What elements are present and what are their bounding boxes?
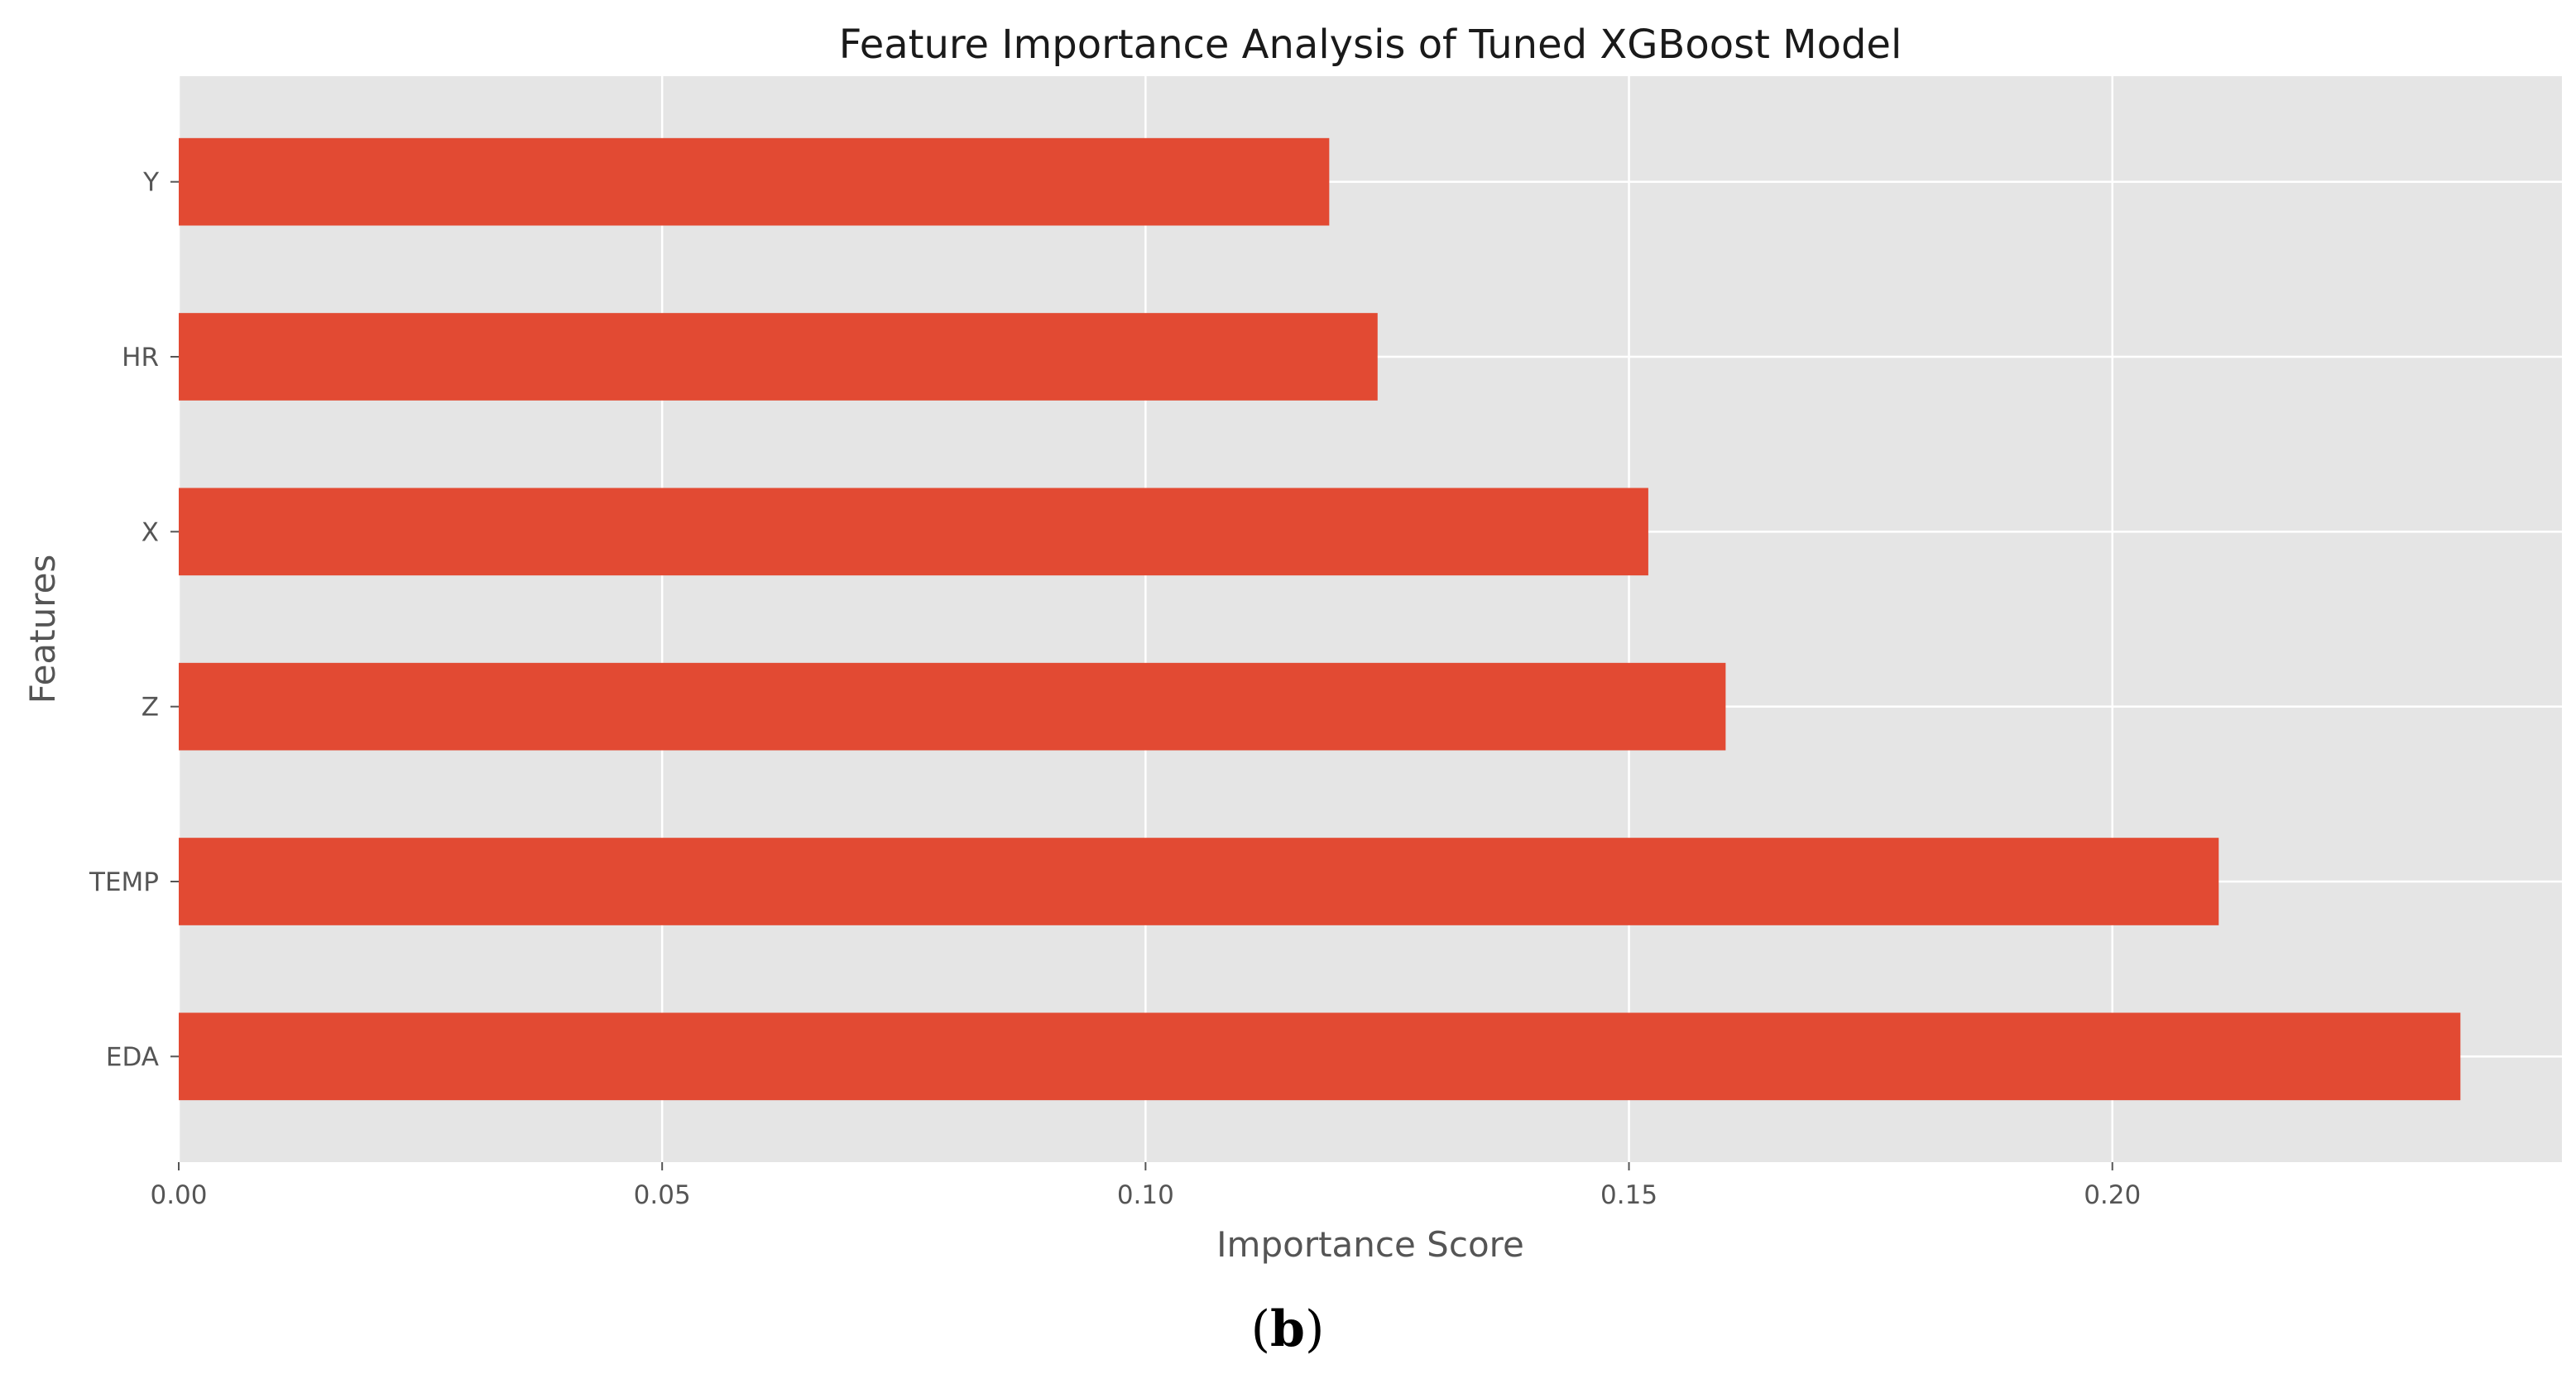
bars	[179, 137, 2461, 1101]
bar-y	[179, 137, 1330, 226]
y-axis-label: Features	[22, 555, 63, 704]
chart-title: Feature Importance Analysis of Tuned XGB…	[839, 22, 1902, 68]
bar-x	[179, 488, 1648, 576]
x-tick-label-0: 0.00	[150, 1180, 207, 1210]
y-tick-label-temp: TEMP	[89, 867, 159, 897]
bar-hr	[179, 313, 1378, 401]
x-tick-label-3: 0.15	[1600, 1180, 1657, 1210]
bar-temp	[179, 838, 2219, 925]
y-tick-label-y: Y	[142, 168, 159, 198]
bar-eda	[179, 1012, 2461, 1101]
y-tick-label-eda: EDA	[106, 1042, 159, 1072]
x-axis-label: Importance Score	[1216, 1224, 1524, 1265]
figure-caption: (b)	[1251, 1300, 1325, 1358]
y-tick-label-z: Z	[142, 693, 159, 723]
plot-background	[179, 76, 2562, 1162]
caption-open-paren: (	[1251, 1300, 1270, 1358]
x-tick-label-2: 0.10	[1117, 1180, 1174, 1210]
caption-close-paren: )	[1305, 1300, 1324, 1358]
x-tick-label-4: 0.20	[2084, 1180, 2141, 1210]
caption-letter: b	[1270, 1300, 1305, 1358]
bar-z	[179, 662, 1726, 751]
y-tick-label-x: X	[142, 517, 159, 547]
y-tick-label-hr: HR	[122, 343, 159, 372]
x-axis-ticks: 0.00 0.05 0.10 0.15 0.20	[150, 1162, 2141, 1210]
y-axis-ticks: EDA TEMP Z X HR Y	[89, 168, 179, 1072]
x-tick-label-1: 0.05	[634, 1180, 691, 1210]
